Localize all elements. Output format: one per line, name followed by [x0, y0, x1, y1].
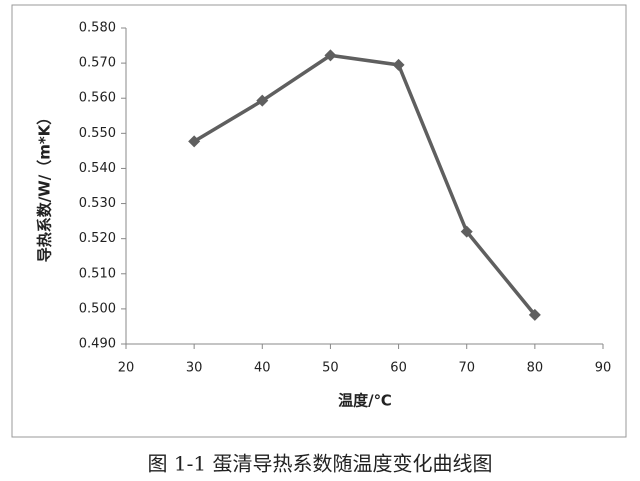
y-tick-label: 0.510: [79, 266, 116, 281]
x-tick-label: 40: [254, 361, 271, 376]
y-tick-label: 0.550: [79, 126, 116, 141]
data-marker: [460, 225, 473, 238]
y-tick-label: 0.580: [79, 21, 116, 36]
data-marker: [324, 49, 337, 62]
x-tick-label: 50: [322, 361, 339, 376]
x-tick-label: 30: [186, 361, 203, 376]
x-axis-label: 温度/℃: [338, 392, 392, 410]
x-tick-label: 80: [527, 361, 544, 376]
y-tick-label: 0.490: [79, 337, 116, 352]
x-tick-label: 60: [390, 361, 407, 376]
y-tick-label: 0.540: [79, 161, 116, 176]
x-tick-label: 70: [458, 361, 475, 376]
y-tick-label: 0.500: [79, 301, 116, 316]
data-marker: [256, 94, 269, 107]
y-tick-label: 0.570: [79, 56, 116, 71]
data-line: [193, 53, 537, 316]
x-tick-label: 90: [595, 361, 612, 376]
y-axis-label: 导热系数/W/（m*K）: [36, 110, 54, 263]
y-tick-label: 0.520: [79, 231, 116, 246]
y-tick-label: 0.560: [79, 91, 116, 106]
data-marker: [188, 135, 201, 148]
x-tick-label: 20: [118, 361, 135, 376]
chart-frame: [11, 4, 627, 438]
data-marker: [528, 308, 541, 321]
y-tick-label: 0.530: [79, 196, 116, 211]
data-marker: [392, 58, 405, 71]
caption: 图 1-1 蛋清导热系数随温度变化曲线图: [148, 452, 493, 476]
